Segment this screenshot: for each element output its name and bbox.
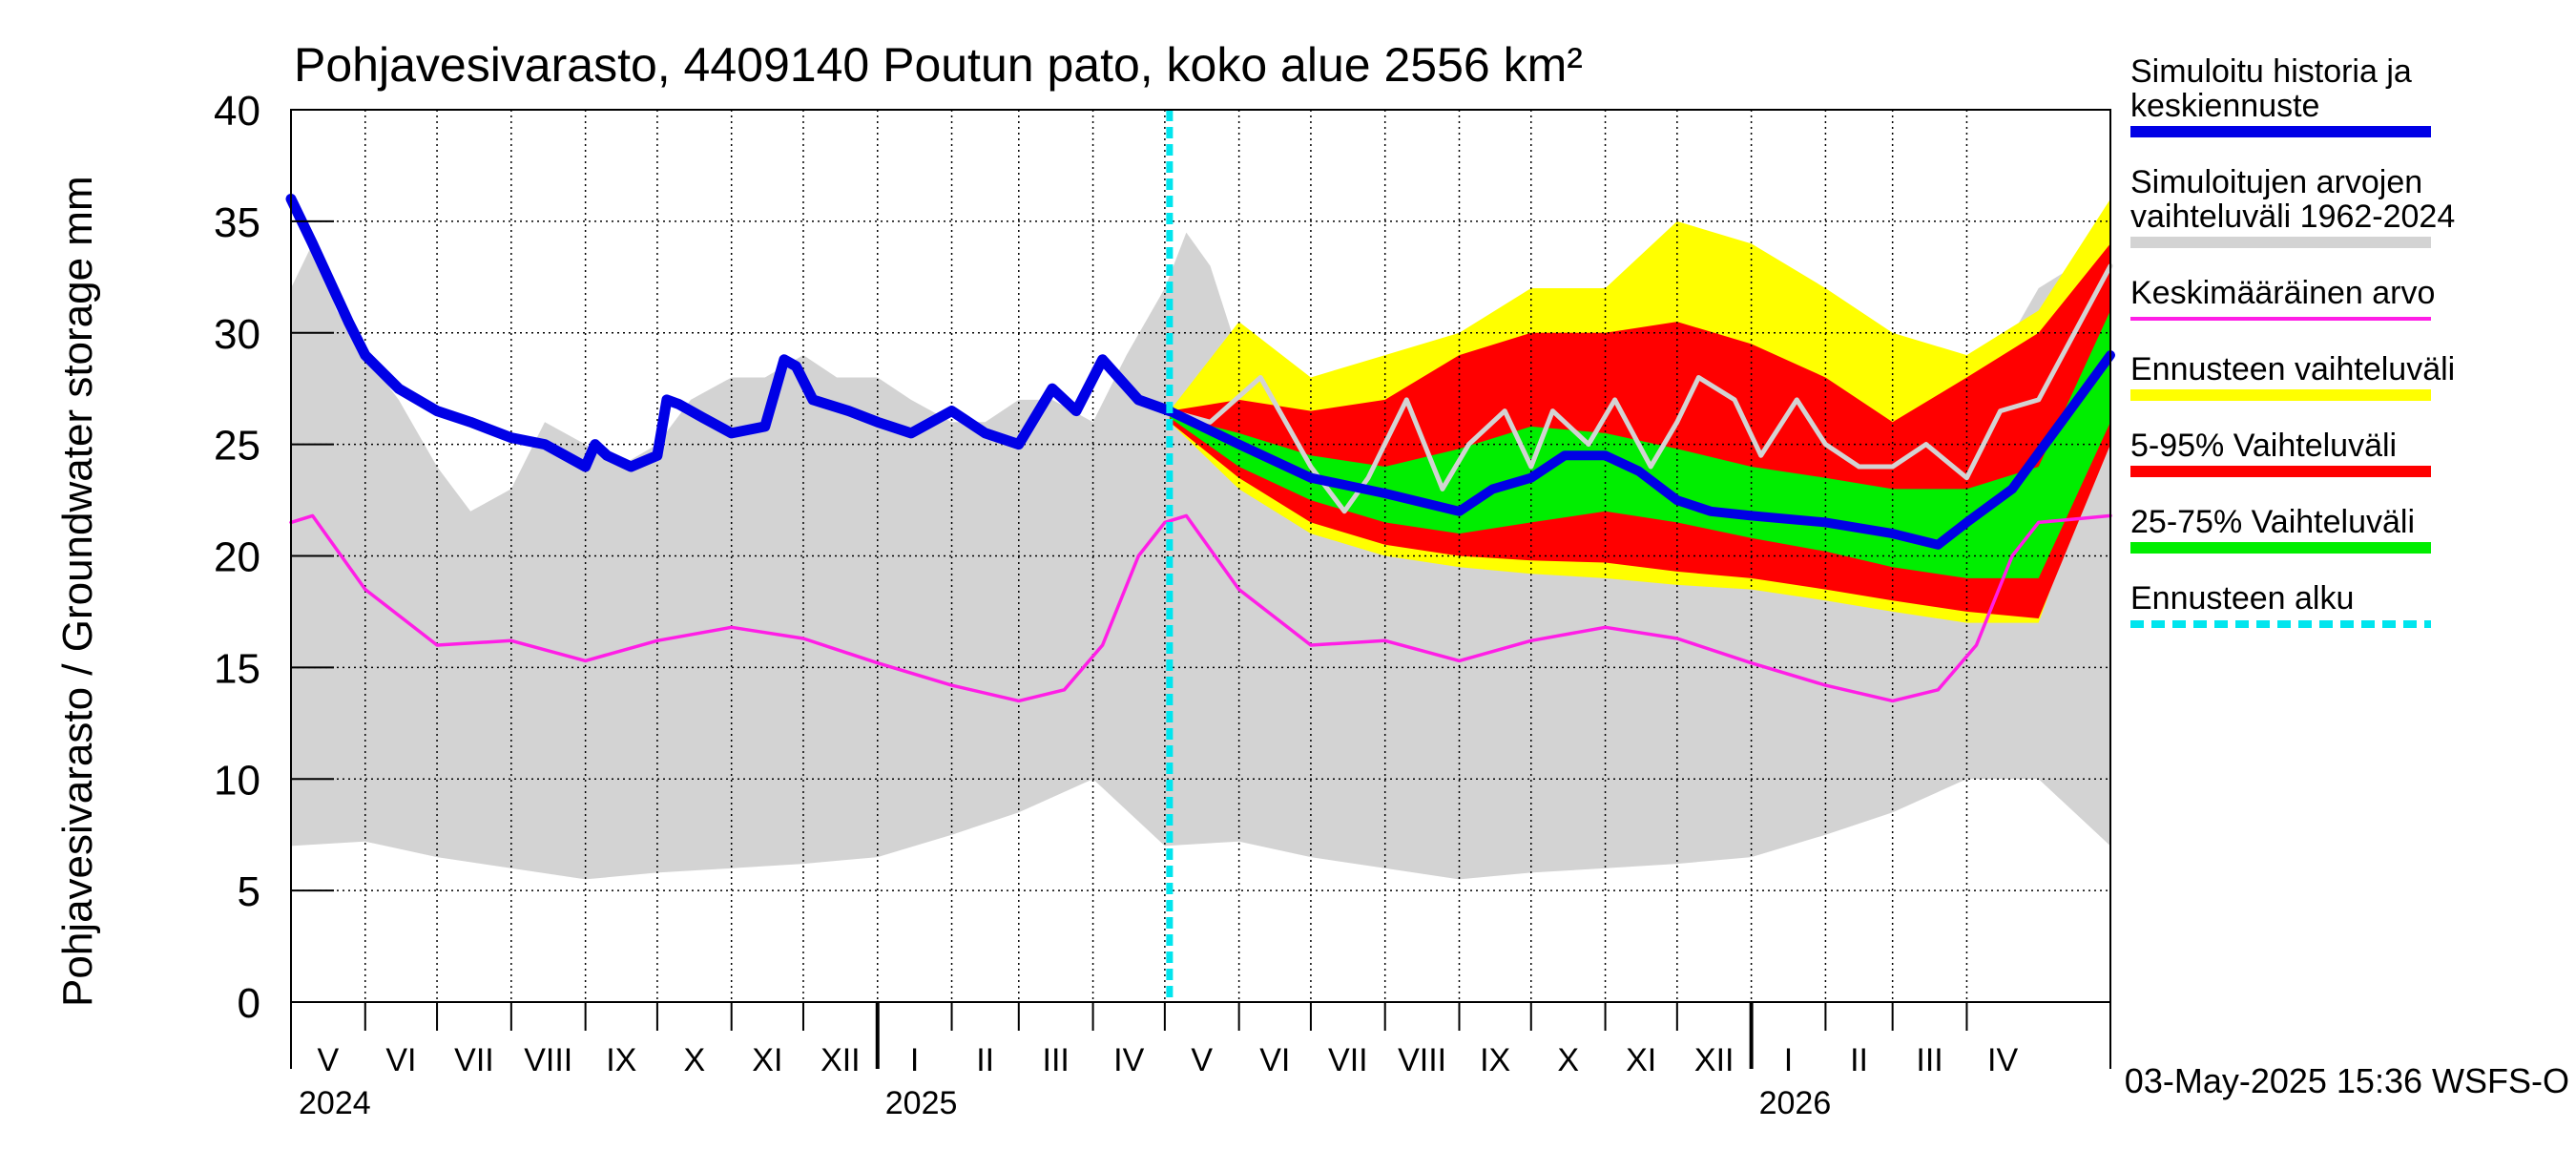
legend-item-label: 5-95% Vaihteluväli xyxy=(2130,428,2397,464)
month-label: II xyxy=(976,1042,994,1078)
y-tick-label: 15 xyxy=(214,645,260,692)
month-label: I xyxy=(910,1042,919,1078)
chart-legend: Simuloitu historia jakeskiennusteSimuloi… xyxy=(2130,53,2455,628)
legend-item-mean: Keskimääräinen arvo xyxy=(2130,275,2435,321)
month-label: VIII xyxy=(1398,1042,1446,1078)
y-tick-label: 25 xyxy=(214,423,260,470)
y-tick-label: 20 xyxy=(214,534,260,581)
y-tick-label: 40 xyxy=(214,88,260,135)
month-label: IV xyxy=(1113,1042,1144,1078)
y-tick-label: 10 xyxy=(214,757,260,804)
y-tick-label: 5 xyxy=(238,868,260,915)
legend-item-label: Keskimääräinen arvo xyxy=(2130,275,2435,311)
timestamp-footer: 03-May-2025 15:36 WSFS-O xyxy=(2125,1061,2569,1100)
year-label: 2025 xyxy=(885,1085,958,1121)
month-label: VI xyxy=(385,1042,416,1078)
month-label: III xyxy=(1916,1042,1942,1078)
month-label: IX xyxy=(606,1042,636,1078)
legend-item-label: Ennusteen vaihteluväli xyxy=(2130,351,2455,387)
forecast-median-line xyxy=(1167,263,2113,514)
month-label: XII xyxy=(821,1042,861,1078)
legend-item-p25-75: 25-75% Vaihteluväli xyxy=(2130,504,2431,554)
y-axis-label: Pohjavesivarasto / Groundwater storage m… xyxy=(54,176,101,1007)
legend-item-label: Simuloitu historia ja xyxy=(2130,53,2412,90)
month-label: II xyxy=(1850,1042,1868,1078)
year-label: 2024 xyxy=(299,1085,371,1121)
year-label: 2026 xyxy=(1759,1085,1832,1121)
legend-item-label: keskiennuste xyxy=(2130,88,2319,124)
month-label: VII xyxy=(1328,1042,1368,1078)
month-label: IV xyxy=(1987,1042,2018,1078)
legend-item-label: vaihteluväli 1962-2024 xyxy=(2130,199,2455,235)
legend-item-label: 25-75% Vaihteluväli xyxy=(2130,504,2415,540)
forecast-mean-line xyxy=(1164,350,2115,550)
month-label: X xyxy=(1557,1042,1579,1078)
y-tick-label: 0 xyxy=(238,980,260,1027)
month-label: V xyxy=(1191,1042,1213,1078)
legend-item-p5-95: 5-95% Vaihteluväli xyxy=(2130,428,2431,477)
month-label: VI xyxy=(1259,1042,1290,1078)
month-label: X xyxy=(683,1042,705,1078)
y-tick-label: 30 xyxy=(214,311,260,358)
y-tick-label: 35 xyxy=(214,199,260,246)
month-label: III xyxy=(1043,1042,1070,1078)
legend-item-label: Simuloitujen arvojen xyxy=(2130,164,2422,200)
month-label: XII xyxy=(1694,1042,1735,1078)
month-label: VII xyxy=(454,1042,494,1078)
month-label: XI xyxy=(1626,1042,1656,1078)
legend-item-label: Ennusteen alku xyxy=(2130,580,2354,617)
month-label: XI xyxy=(752,1042,782,1078)
simulated-history-line xyxy=(285,194,1175,472)
chart-title: Pohjavesivarasto, 4409140 Poutun pato, k… xyxy=(294,38,1583,92)
month-label: VIII xyxy=(524,1042,572,1078)
month-label: I xyxy=(1784,1042,1793,1078)
legend-item-forecast-range: Ennusteen vaihteluväli xyxy=(2130,351,2455,401)
mean-value-line xyxy=(289,513,2112,703)
month-label: V xyxy=(318,1042,340,1078)
legend-item-forecast-start: Ennusteen alku xyxy=(2130,580,2431,628)
month-label: IX xyxy=(1480,1042,1510,1078)
chart-lines xyxy=(285,110,2115,1002)
chart-areas xyxy=(291,199,2110,880)
